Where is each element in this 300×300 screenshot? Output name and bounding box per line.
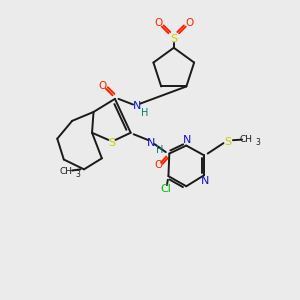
Text: Cl: Cl — [160, 184, 171, 194]
Text: O: O — [154, 18, 162, 28]
Text: S: S — [108, 138, 116, 148]
Text: N: N — [132, 101, 141, 111]
Text: 3: 3 — [256, 138, 260, 147]
Text: N: N — [183, 135, 191, 145]
Text: CH: CH — [59, 167, 72, 176]
Text: H: H — [156, 145, 164, 155]
Text: 3: 3 — [75, 170, 80, 179]
Text: O: O — [185, 18, 194, 28]
Text: N: N — [147, 138, 156, 148]
Text: S: S — [170, 34, 177, 44]
Text: O: O — [98, 81, 106, 92]
Text: N: N — [200, 176, 209, 186]
Text: O: O — [154, 160, 162, 170]
Text: S: S — [224, 137, 231, 147]
Text: H: H — [141, 108, 148, 118]
Text: CH: CH — [240, 135, 253, 144]
